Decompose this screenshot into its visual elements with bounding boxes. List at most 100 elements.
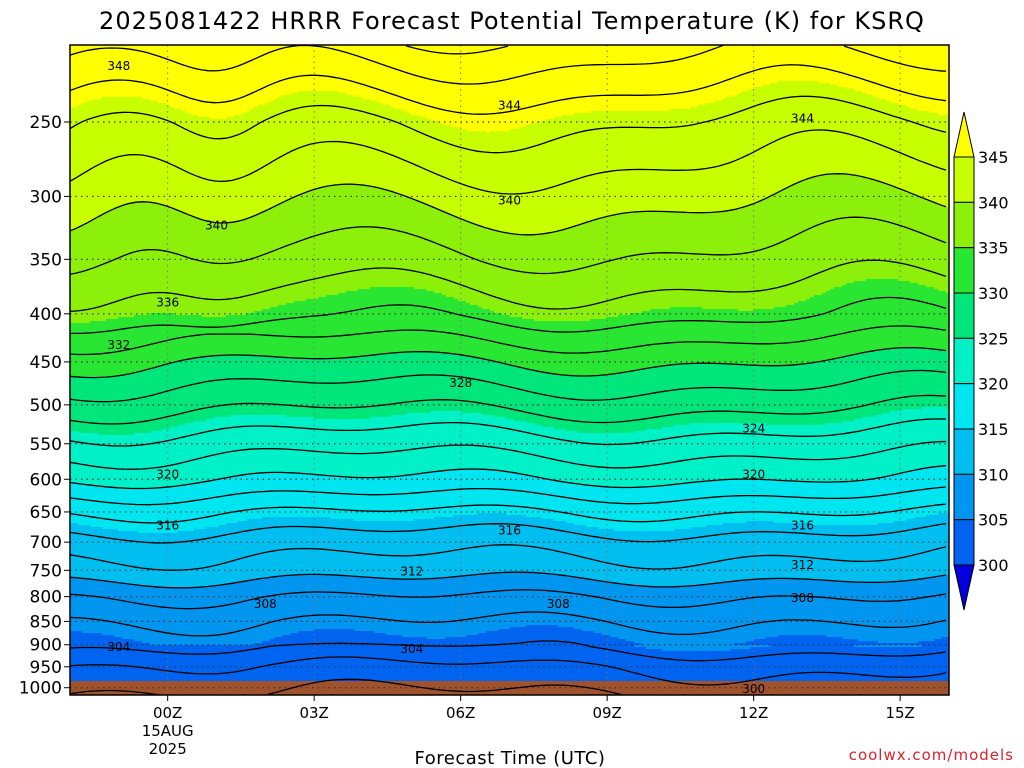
fill-cell (390, 45, 395, 108)
fill-cell (266, 473, 271, 518)
fill-cell (582, 223, 587, 322)
fill-cell (874, 645, 879, 648)
fill-cell (882, 349, 887, 414)
fill-cell (466, 357, 471, 414)
fill-cell (170, 363, 175, 428)
contour-label: 312 (791, 558, 814, 572)
fill-cell (902, 347, 907, 410)
fill-cell (546, 573, 551, 626)
colorbar-band (953, 473, 975, 521)
fill-cell (482, 309, 487, 360)
fill-cell (294, 93, 299, 198)
fill-cell (134, 433, 139, 490)
fill-cell (398, 287, 403, 354)
fill-cell (454, 127, 459, 218)
fill-cell (238, 521, 243, 582)
fill-cell (686, 307, 691, 364)
fill-cell (374, 577, 379, 634)
fill-cell (482, 45, 487, 132)
fill-cell (338, 575, 343, 630)
fill-cell (486, 415, 491, 470)
fill-cell (526, 125, 531, 236)
fill-cell (910, 283, 915, 348)
fill-cell (510, 317, 515, 366)
fill-cell (710, 103, 715, 214)
fill-cell (418, 473, 423, 520)
fill-cell (946, 513, 949, 576)
fill-cell (786, 45, 791, 82)
fill-cell (214, 585, 219, 646)
fill-cell (454, 217, 459, 300)
fill-cell (226, 523, 231, 584)
fill-cell (378, 477, 383, 522)
fill-cell (766, 197, 771, 310)
fill-cell (386, 287, 391, 354)
fill-cell (762, 85, 767, 200)
fill-cell (234, 475, 239, 524)
fill-cell (798, 523, 803, 580)
fill-cell (310, 475, 315, 518)
fill-cell (626, 45, 631, 112)
fill-cell (258, 45, 263, 106)
fill-cell (826, 291, 831, 360)
fill-cell (826, 581, 831, 638)
fill-cell (470, 575, 475, 636)
fill-cell (410, 521, 415, 580)
fill-cell (214, 479, 219, 528)
fill-cell (114, 319, 119, 378)
fill-cell (806, 45, 811, 82)
fill-cell (314, 517, 319, 576)
fill-cell (282, 473, 287, 518)
fill-cell (174, 109, 179, 210)
fill-cell (794, 425, 799, 482)
fill-cell (510, 45, 515, 130)
fill-cell (254, 579, 259, 644)
fill-cell (362, 577, 367, 632)
fill-cell (726, 479, 731, 524)
fill-cell (282, 575, 287, 636)
fill-cell (826, 175, 831, 292)
fill-cell (866, 645, 871, 648)
fill-cell (86, 45, 91, 102)
fill-cell (74, 483, 79, 524)
fill-cell (242, 315, 247, 356)
fill-cell (714, 651, 719, 695)
fill-cell (390, 287, 395, 354)
fill-cell (282, 45, 287, 96)
fill-cell (738, 523, 743, 582)
fill-cell (130, 531, 135, 586)
fill-cell (774, 365, 779, 426)
fill-cell (346, 575, 351, 630)
fill-cell (130, 203, 135, 318)
fill-cell (406, 113, 411, 198)
fill-cell (366, 355, 371, 420)
fill-cell (406, 45, 411, 114)
fill-cell (198, 117, 203, 220)
fill-cell (570, 627, 575, 686)
fill-cell (766, 425, 771, 480)
fill-cell (574, 321, 579, 376)
fill-cell (222, 355, 227, 418)
fill-cell (814, 425, 819, 482)
fill-cell (182, 587, 187, 646)
fill-cell (846, 89, 851, 176)
fill-cell (362, 45, 367, 100)
fill-cell (534, 45, 539, 124)
fill-cell (870, 279, 875, 352)
fill-cell (670, 531, 675, 588)
fill-cell (918, 45, 923, 112)
fill-cell (122, 97, 127, 206)
fill-cell (74, 323, 79, 378)
colorbar-under-arrow (953, 564, 975, 611)
fill-cell (82, 485, 87, 526)
fill-cell (130, 435, 135, 490)
fill-cell (298, 417, 303, 474)
fill-cell (710, 309, 715, 364)
fill-cell (862, 645, 867, 648)
fill-cell (602, 45, 607, 112)
fill-cell (870, 583, 875, 642)
fill-cell (334, 45, 339, 92)
fill-cell (82, 377, 87, 434)
fill-cell (874, 97, 879, 182)
fill-cell (286, 45, 291, 96)
